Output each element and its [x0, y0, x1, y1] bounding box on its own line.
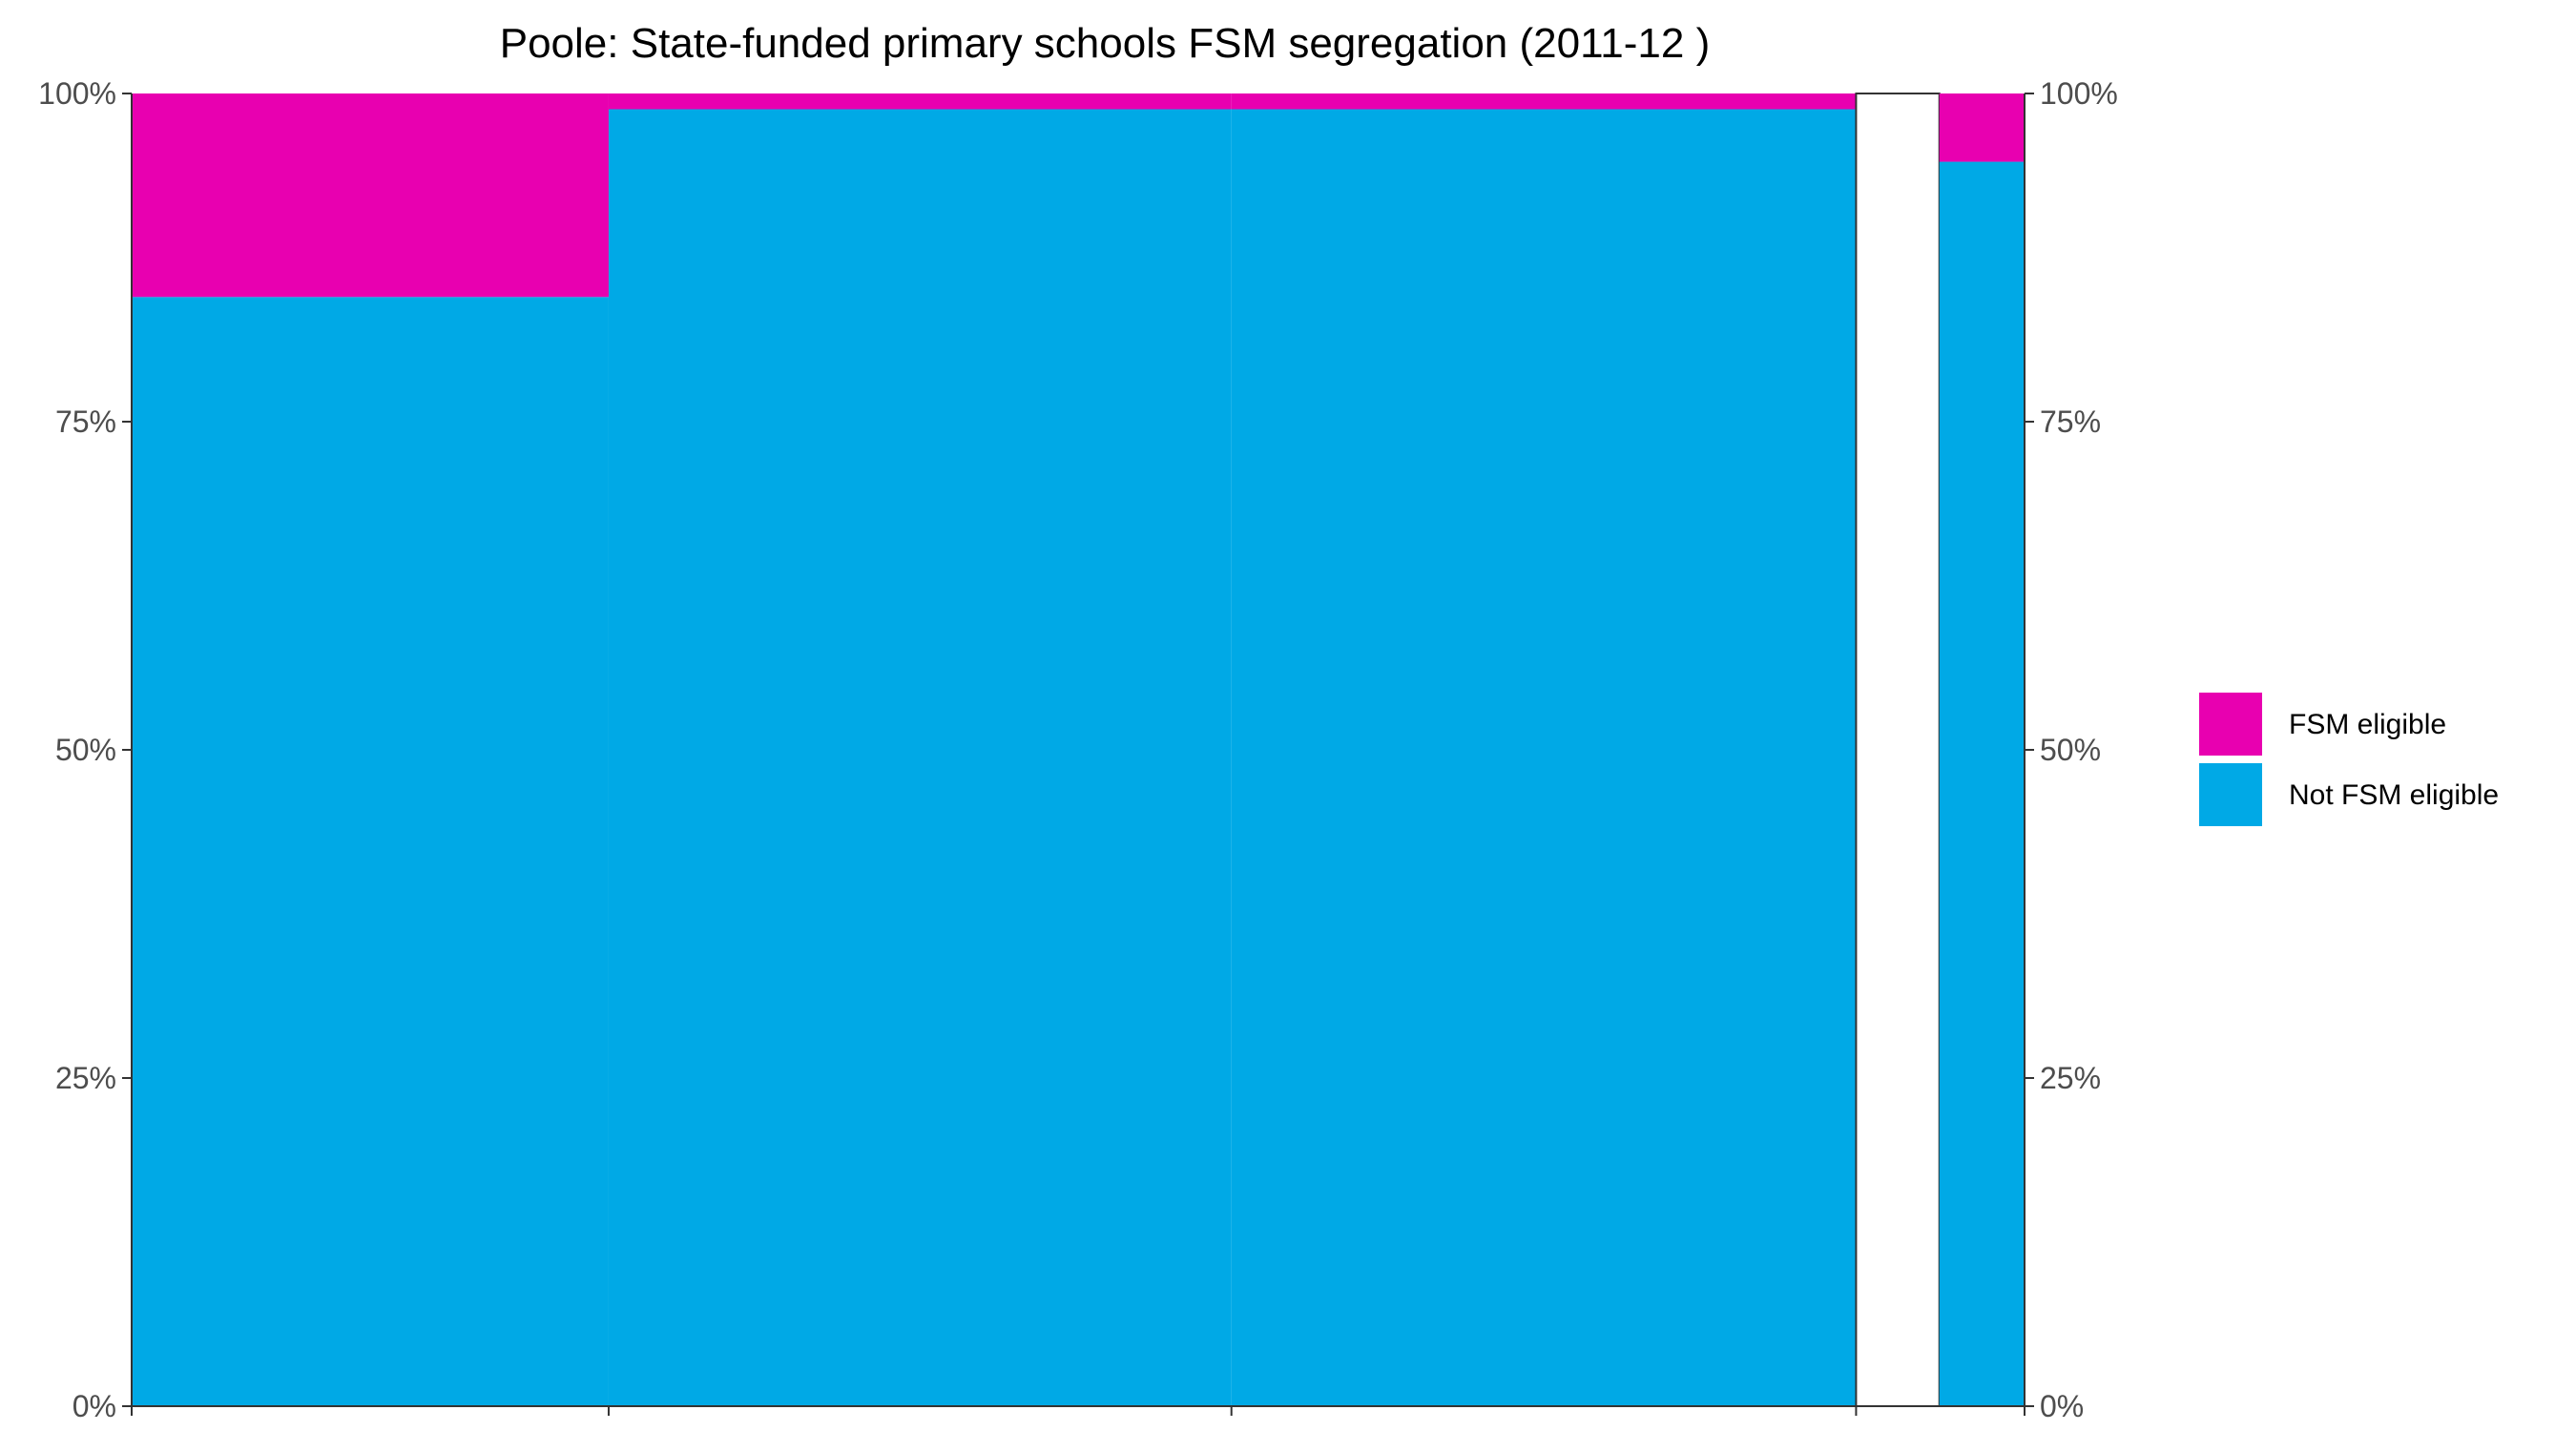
legend-label-1: FSM eligible	[2289, 709, 2446, 740]
not-fsm-bar-5	[1939, 161, 2025, 1406]
fsm-bar-2	[608, 93, 1232, 110]
y-tick-label-left-0: 0%	[73, 1389, 116, 1423]
legend-swatch-2	[2199, 763, 2262, 826]
y-tick-label-right-2: 50%	[2040, 733, 2101, 767]
y-tick-label-left-4: 100%	[38, 76, 116, 111]
legend-label-2: Not FSM eligible	[2289, 779, 2499, 811]
chart-title: Poole: State-funded primary schools FSM …	[500, 20, 1711, 67]
legend-swatch-1	[2199, 693, 2262, 756]
empty-segment-4	[1855, 93, 1941, 1407]
not-fsm-bar-3	[1231, 109, 1857, 1407]
fsm-bar-5	[1939, 93, 2025, 162]
y-tick-label-left-1: 25%	[55, 1061, 116, 1095]
fsm-bar-3	[1231, 93, 1857, 110]
legend: FSM eligible Not FSM eligible	[2199, 693, 2499, 826]
fsm-bar-1	[132, 93, 609, 298]
y-tick-label-right-0: 0%	[2040, 1389, 2084, 1423]
y-tick-label-right-1: 25%	[2040, 1061, 2101, 1095]
not-fsm-bar-1	[132, 297, 609, 1406]
axes-layer: 0% 0% 25% 25% 50% 50% 75% 75% 100% 100%	[38, 76, 2118, 1423]
y-tick-label-left-3: 75%	[55, 404, 116, 439]
segments-layer	[132, 93, 2025, 1407]
y-tick-label-right-3: 75%	[2040, 404, 2101, 439]
not-fsm-bar-2	[608, 109, 1232, 1407]
y-tick-label-left-2: 50%	[55, 733, 116, 767]
y-tick-label-right-4: 100%	[2040, 76, 2118, 111]
